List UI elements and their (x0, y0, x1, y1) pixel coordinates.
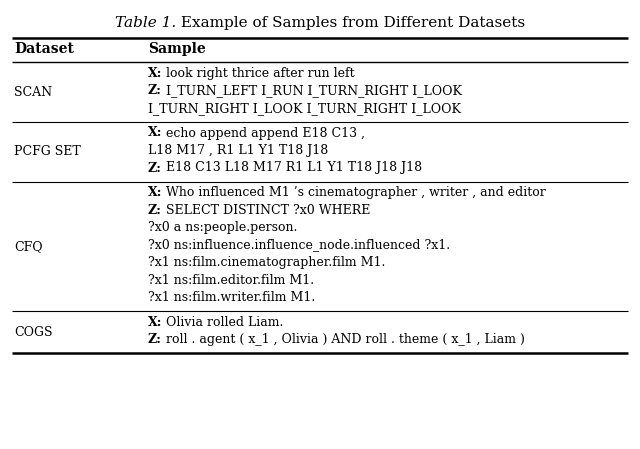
Text: Dataset: Dataset (14, 42, 74, 56)
Text: look right thrice after run left: look right thrice after run left (163, 67, 355, 80)
Text: PCFG SET: PCFG SET (14, 145, 81, 158)
Text: ?x1 ns:film.editor.film M1.: ?x1 ns:film.editor.film M1. (148, 273, 314, 286)
Text: Sample: Sample (148, 42, 205, 56)
Text: I_TURN_LEFT I_RUN I_TURN_RIGHT I_LOOK: I_TURN_LEFT I_RUN I_TURN_RIGHT I_LOOK (162, 84, 462, 97)
Text: X:: X: (148, 67, 163, 80)
Text: X:: X: (148, 186, 163, 199)
Text: ?x1 ns:film.writer.film M1.: ?x1 ns:film.writer.film M1. (148, 291, 316, 304)
Text: COGS: COGS (14, 326, 52, 339)
Text: ?x0 ns:influence.influence_node.influenced ?x1.: ?x0 ns:influence.influence_node.influenc… (148, 238, 450, 251)
Text: ?x0 a ns:people.person.: ?x0 a ns:people.person. (148, 221, 298, 234)
Text: ?x1 ns:film.cinematographer.film M1.: ?x1 ns:film.cinematographer.film M1. (148, 256, 385, 269)
Text: E18 C13 L18 M17 R1 L1 Y1 T18 J18 J18: E18 C13 L18 M17 R1 L1 Y1 T18 J18 J18 (162, 162, 422, 175)
Text: Who influenced M1 ’s cinematographer , writer , and editor: Who influenced M1 ’s cinematographer , w… (163, 186, 546, 199)
Text: X:: X: (148, 127, 163, 140)
Text: Olivia rolled Liam.: Olivia rolled Liam. (163, 316, 284, 329)
Text: Example of Samples from Different Datasets: Example of Samples from Different Datase… (176, 16, 525, 30)
Text: L18 M17 , R1 L1 Y1 T18 J18: L18 M17 , R1 L1 Y1 T18 J18 (148, 144, 328, 157)
Text: Table 1.: Table 1. (115, 16, 176, 30)
Text: Z:: Z: (148, 203, 162, 216)
Text: I_TURN_RIGHT I_LOOK I_TURN_RIGHT I_LOOK: I_TURN_RIGHT I_LOOK I_TURN_RIGHT I_LOOK (148, 102, 461, 115)
Text: Z:: Z: (148, 84, 162, 97)
Text: SELECT DISTINCT ?x0 WHERE: SELECT DISTINCT ?x0 WHERE (162, 203, 371, 216)
Text: echo append append E18 C13 ,: echo append append E18 C13 , (163, 127, 365, 140)
Text: Z:: Z: (148, 162, 162, 175)
Text: roll . agent ( x_1 , Olivia ) AND roll . theme ( x_1 , Liam ): roll . agent ( x_1 , Olivia ) AND roll .… (162, 333, 525, 346)
Text: X:: X: (148, 316, 163, 329)
Text: SCAN: SCAN (14, 86, 52, 99)
Text: Z:: Z: (148, 333, 162, 346)
Text: CFQ: CFQ (14, 240, 43, 253)
